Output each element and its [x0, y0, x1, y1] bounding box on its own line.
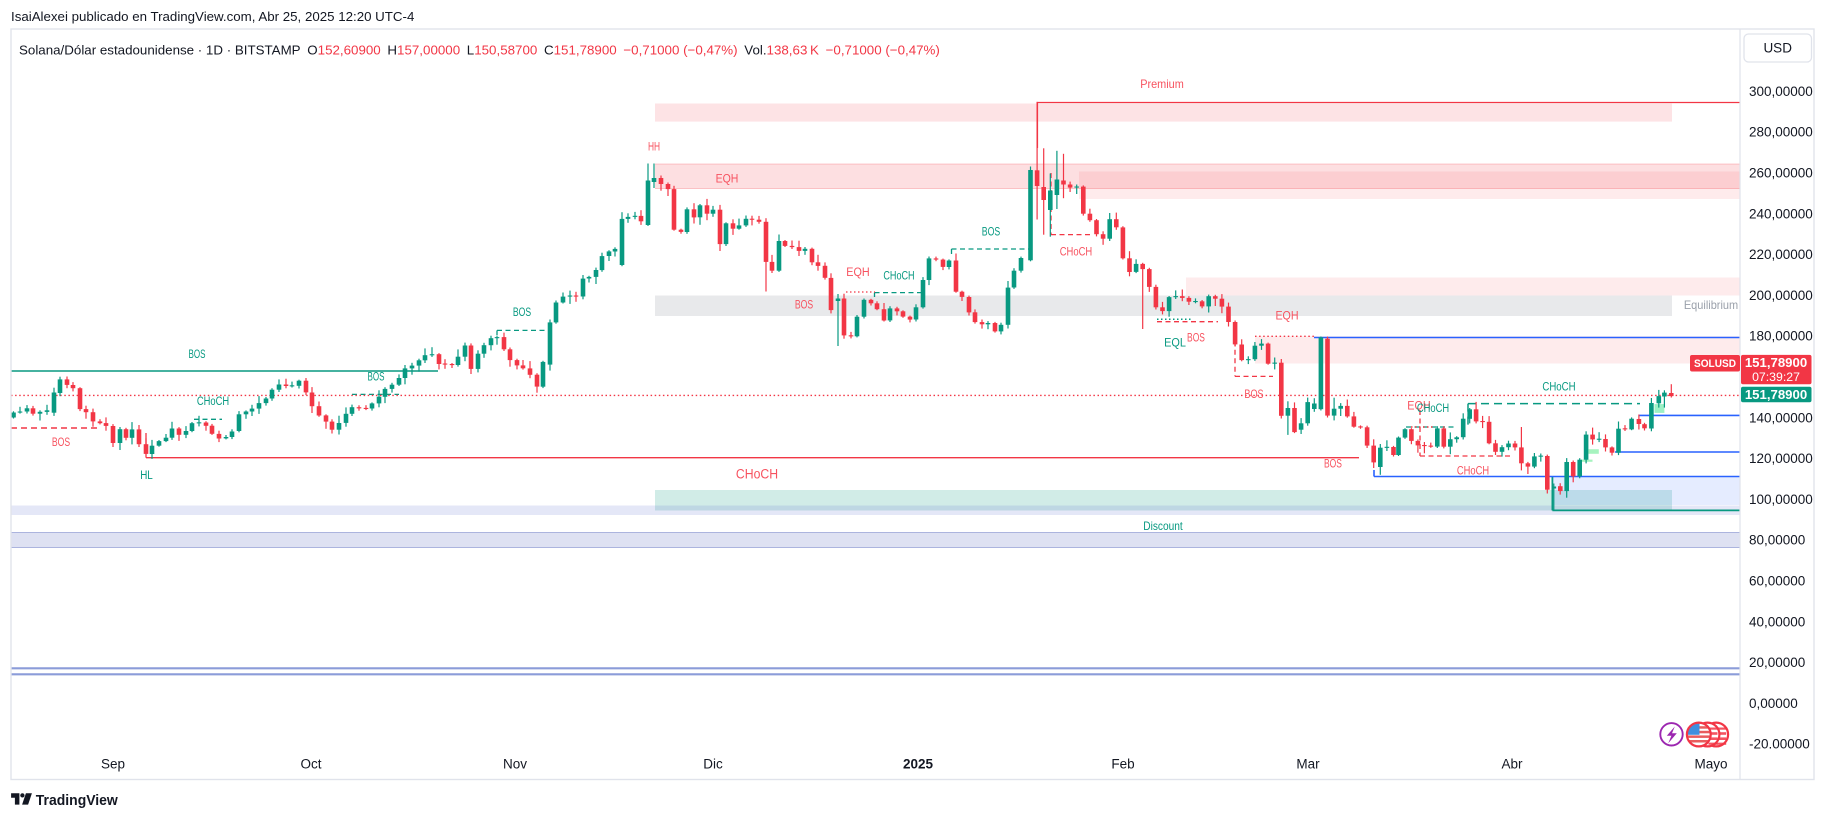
- svg-text:CHoCH: CHoCH: [736, 467, 778, 482]
- svg-text:Solana/Dólar estadounidense ·: Solana/Dólar estadounidense · 1D · BITST…: [19, 43, 940, 58]
- svg-text:Premium: Premium: [1140, 77, 1184, 91]
- svg-text:40,00000: 40,00000: [1749, 614, 1805, 629]
- svg-text:BOS: BOS: [52, 437, 71, 449]
- svg-text:151,78900: 151,78900: [1745, 387, 1807, 402]
- svg-text:CHoCH: CHoCH: [1417, 403, 1449, 415]
- svg-text:Equilibrium: Equilibrium: [1684, 298, 1738, 312]
- svg-text:-20.00000: -20.00000: [1749, 737, 1810, 752]
- svg-text:20,00000: 20,00000: [1749, 655, 1805, 670]
- svg-text:100,00000: 100,00000: [1749, 492, 1813, 507]
- svg-text:TradingView: TradingView: [36, 792, 118, 809]
- svg-text:BOS: BOS: [1244, 389, 1263, 401]
- svg-text:EQH: EQH: [846, 267, 869, 279]
- svg-text:120,00000: 120,00000: [1749, 451, 1813, 466]
- svg-text:USD: USD: [1763, 41, 1792, 56]
- svg-text:Feb: Feb: [1111, 756, 1134, 771]
- svg-text:2025: 2025: [903, 756, 934, 771]
- svg-text:Abr: Abr: [1501, 756, 1523, 771]
- svg-text:BOS: BOS: [368, 372, 385, 384]
- svg-text:SOLUSD: SOLUSD: [1694, 358, 1736, 370]
- svg-text:Sep: Sep: [101, 756, 125, 771]
- svg-text:EQH: EQH: [1275, 311, 1298, 323]
- svg-text:0,00000: 0,00000: [1749, 696, 1798, 711]
- svg-text:CHoCH: CHoCH: [197, 396, 229, 408]
- svg-text:240,00000: 240,00000: [1749, 206, 1813, 221]
- svg-text:151,78900: 151,78900: [1745, 355, 1807, 370]
- svg-text:EQH: EQH: [716, 174, 739, 186]
- svg-text:CHoCH: CHoCH: [1457, 466, 1489, 478]
- svg-text:BOS: BOS: [1187, 333, 1205, 345]
- svg-text:Oct: Oct: [300, 756, 321, 771]
- svg-text:Mayo: Mayo: [1694, 756, 1727, 771]
- svg-text:07:39:27: 07:39:27: [1752, 370, 1800, 384]
- svg-text:CHoCH: CHoCH: [1542, 382, 1575, 394]
- svg-text:60,00000: 60,00000: [1749, 574, 1805, 589]
- svg-text:HL: HL: [140, 470, 153, 482]
- svg-text:BOS: BOS: [795, 300, 814, 312]
- svg-text:280,00000: 280,00000: [1749, 125, 1813, 140]
- svg-text:HH: HH: [648, 141, 660, 153]
- svg-text:BOS: BOS: [1324, 459, 1342, 471]
- svg-text:BOS: BOS: [513, 307, 532, 319]
- svg-text:Dic: Dic: [703, 756, 723, 771]
- svg-text:260,00000: 260,00000: [1749, 166, 1813, 181]
- svg-text:EQL: EQL: [1164, 338, 1186, 350]
- svg-text:80,00000: 80,00000: [1749, 533, 1805, 548]
- svg-text:140,00000: 140,00000: [1749, 410, 1813, 425]
- svg-text:BOS: BOS: [982, 227, 1001, 239]
- svg-text:CHoCH: CHoCH: [883, 271, 914, 283]
- svg-text:IsaiAlexei publicado en Tradin: IsaiAlexei publicado en TradingView.com,…: [11, 9, 414, 24]
- svg-text:200,00000: 200,00000: [1749, 288, 1813, 303]
- svg-text:CHoCH: CHoCH: [1060, 247, 1093, 259]
- svg-text:220,00000: 220,00000: [1749, 247, 1813, 262]
- svg-text:180,00000: 180,00000: [1749, 329, 1813, 344]
- svg-text:EQH: EQH: [1407, 401, 1430, 413]
- svg-text:300,00000: 300,00000: [1749, 84, 1813, 99]
- svg-text:BOS: BOS: [189, 349, 206, 361]
- svg-text:Discount: Discount: [1143, 519, 1183, 533]
- svg-text:Nov: Nov: [503, 756, 527, 771]
- svg-text:Mar: Mar: [1296, 756, 1320, 771]
